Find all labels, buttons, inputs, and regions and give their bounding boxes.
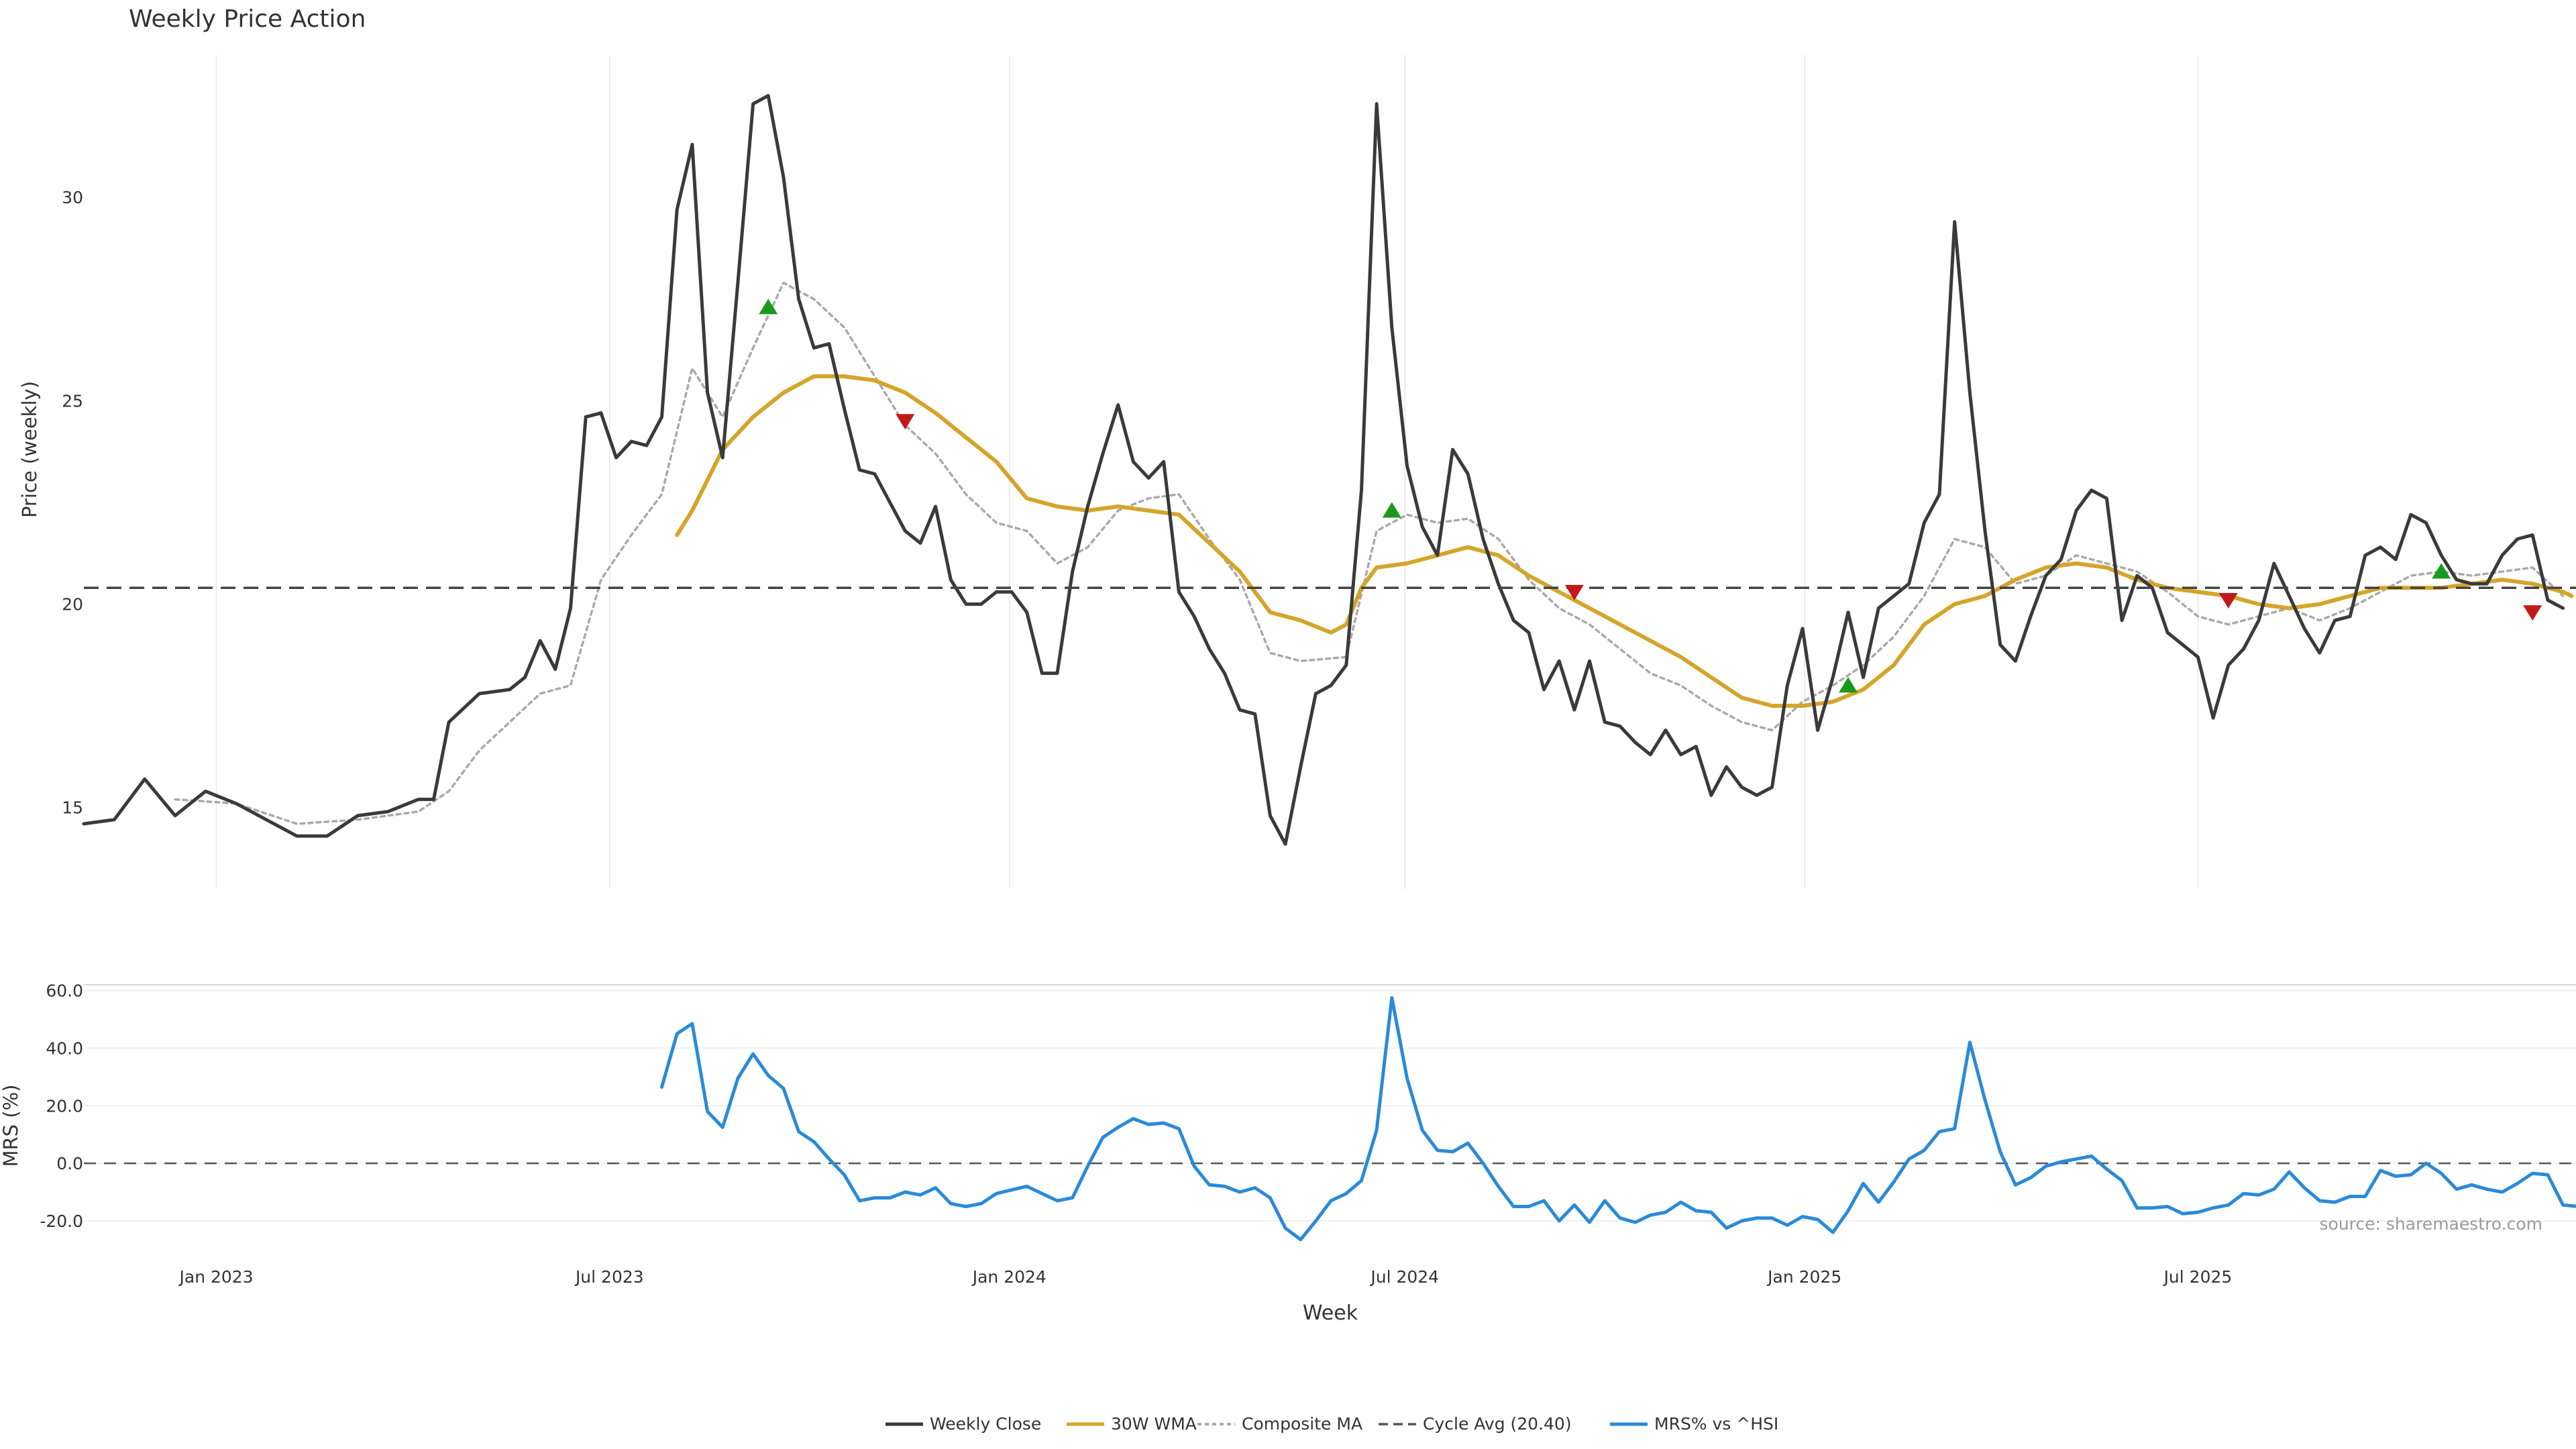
grid-lines [84, 55, 2576, 1222]
price-y-tick-label: 30 [62, 188, 83, 207]
legend-label: Composite MA [1242, 1414, 1362, 1434]
signal-marker-up [759, 299, 778, 315]
signal-marker-down [2218, 592, 2238, 609]
x-tick-label: Jan 2023 [178, 1267, 254, 1287]
legend-label: 30W WMA [1111, 1414, 1197, 1434]
mrs-y-axis-label: MRS (%) [0, 1085, 22, 1167]
x-tick-label: Jul 2023 [574, 1267, 644, 1287]
signal-marker-down [2523, 605, 2542, 621]
signal-marker-up [1382, 502, 1401, 518]
series-line-weekly-close [82, 94, 2565, 846]
legend-label: Cycle Avg (20.40) [1423, 1414, 1572, 1434]
price-y-tick-label: 25 [62, 391, 83, 411]
x-axis-ticks: Jan 2023 Jul 2023 Jan 2024 Jul 2024 Jan 2025… [178, 1267, 2233, 1287]
chart-title: Weekly Price Action [129, 5, 366, 33]
legend-label: Weekly Close [930, 1414, 1041, 1434]
legend: Weekly Close 30W WMA Composite MA Cycle Avg… [885, 1414, 1778, 1434]
x-tick-label: Jul 2025 [2163, 1267, 2233, 1287]
price-panel: 15 20 25 30 [62, 94, 2576, 846]
x-tick-label: Jul 2024 [1369, 1267, 1439, 1287]
mrs-y-tick-label: -20.0 [40, 1212, 83, 1231]
signal-marker-down [896, 414, 915, 430]
legend-label: MRS% vs ^HSI [1654, 1414, 1778, 1434]
mrs-y-tick-label: 20.0 [46, 1096, 83, 1116]
series-line-composite-ma [174, 281, 2565, 825]
mrs-y-tick-label: 40.0 [46, 1038, 83, 1058]
signal-marker-down [1564, 584, 1584, 600]
mrs-y-tick-label: 0.0 [56, 1154, 83, 1173]
price-y-tick-label: 15 [62, 798, 83, 818]
series-line-30w-wma [675, 374, 2574, 708]
mrs-panel: -20.0 0.0 20.0 40.0 60.0 [40, 981, 2576, 1242]
x-tick-label: Jan 2024 [971, 1267, 1046, 1287]
price-y-axis-label: Price (weekly) [18, 381, 41, 518]
signal-marker-up [2432, 563, 2451, 579]
x-tick-label: Jan 2025 [1766, 1267, 1841, 1287]
price-y-tick-label: 20 [62, 595, 83, 614]
x-axis-label: Week [1303, 1301, 1358, 1325]
mrs-y-tick-label: 60.0 [46, 981, 83, 1001]
series-line-mrs [660, 996, 2576, 1242]
signal-marker-up [1838, 677, 1858, 693]
source-label: source: sharemaestro.com [2320, 1214, 2543, 1234]
